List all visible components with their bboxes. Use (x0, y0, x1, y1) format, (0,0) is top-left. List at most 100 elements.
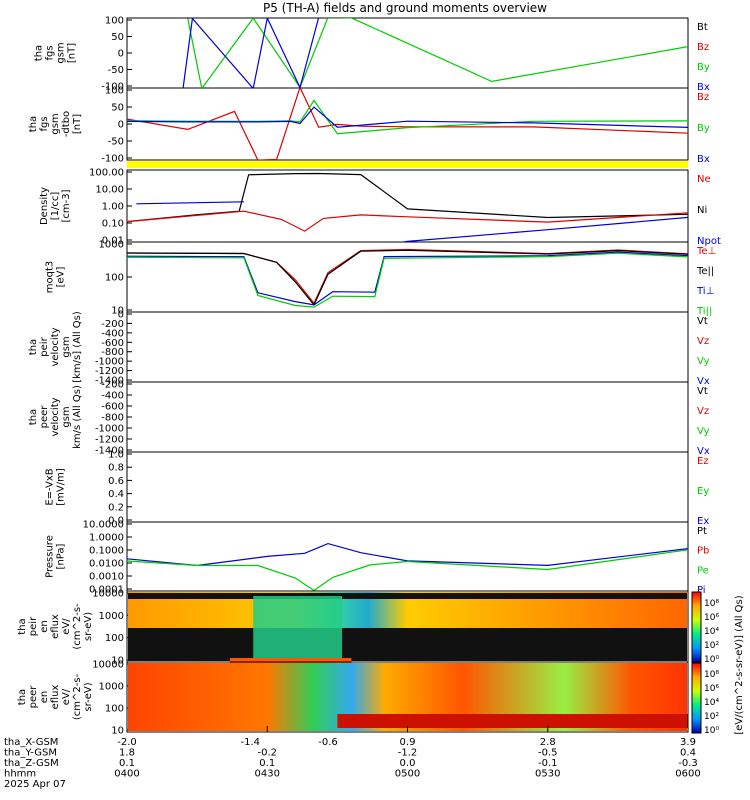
y-tick-label: 100 (105, 273, 124, 284)
y-tick-label: 0.10 (102, 219, 124, 230)
legend-entry: Ez (697, 456, 709, 467)
y-axis-label: eflux (50, 685, 61, 710)
x-row-value: -0.3 (678, 758, 698, 769)
series-group-fgs_gsm_dtbo (127, 88, 688, 160)
x-row-value: 0530 (535, 769, 560, 780)
y-tick-label: -1200 (95, 366, 124, 377)
legend-entry: Npot (697, 236, 721, 247)
y-tick-label: 1.0000 (89, 533, 124, 544)
series-line-ne (127, 210, 688, 232)
y-axis-label: peer (28, 685, 39, 709)
x-row-label: tha_X-GSM (4, 737, 58, 748)
y-tick-label: 100 (105, 16, 124, 27)
legend-entry: Te⊥ (696, 246, 716, 257)
panel-frame (126, 311, 689, 383)
legend-entry: Vy (697, 426, 710, 437)
legend-entry: Ne (697, 174, 711, 185)
series-line-ti (127, 251, 688, 306)
y-axis-label: gsm (50, 113, 61, 134)
colorbar-tick-label: 10⁸ (704, 599, 719, 609)
panel-p6: -200-400-600-800-1000-1200-1400 tha peer ve… (28, 380, 710, 458)
y-axis-label: [cm-3] (61, 189, 72, 222)
legend-entry: Vy (697, 356, 710, 367)
x-axis-annotation: tha_X-GSM -2.0 -1.4 -0.6 0.9 2.8 3.9 tha_Y-GSM 1… (4, 726, 701, 790)
y-axis-label: gsm (61, 406, 72, 427)
x-row-label: tha_Z-GSM (4, 758, 59, 769)
y-tick-label: 100 (105, 633, 124, 644)
y-tick-label: 0 (118, 310, 124, 321)
y-tick-label: -100 (101, 154, 124, 165)
legend-entry: Te|| (696, 266, 714, 277)
y-tick-label: 0.01 (102, 236, 124, 247)
y-axis-label: -dtbo (61, 111, 72, 137)
series-line-bz (127, 88, 688, 160)
spectrogram-plume (253, 596, 343, 661)
y-tick-label: 0.1000 (89, 546, 124, 557)
series-group-temperature (127, 248, 688, 308)
colorbar-tick-label: 10² (704, 712, 719, 722)
y-tick-label: 0 (118, 120, 124, 131)
x-row-value: 1.8 (119, 748, 135, 759)
y-tick-label: 0.4 (108, 489, 124, 500)
y-axis-label: fgs (45, 45, 56, 60)
colorbar-label: [eV/(cm^2-s-sr-eV)] (All Qs) (734, 595, 745, 734)
mode-bar (127, 161, 688, 168)
y-tick-label: -1000 (95, 357, 124, 368)
x-row-value: 0.0 (400, 758, 416, 769)
x-row-value: 0.1 (119, 758, 135, 769)
y-tick-label: 1000 (99, 682, 124, 693)
legend-entry: Pi (697, 585, 706, 596)
y-tick-label: 10.0000 (83, 520, 124, 531)
y-tick-label: 0.6 (108, 476, 124, 487)
y-axis-label: velocity (50, 397, 61, 436)
y-axis-label: tha (28, 409, 39, 425)
series-line-bx (127, 106, 688, 128)
spectrogram-background (128, 628, 687, 661)
legend-entry: Pb (697, 546, 709, 557)
legend-entry: Bx (697, 154, 710, 165)
panel-frame (126, 169, 689, 243)
x-row-value: 0500 (395, 769, 420, 780)
legend-entry: Bz (697, 92, 709, 103)
y-tick-label: -1000 (95, 424, 124, 435)
y-axis-label: eflux (50, 614, 61, 639)
panel-frame (126, 521, 689, 592)
y-axis-label: [eV] (56, 267, 67, 288)
y-tick-label: -1200 (95, 435, 124, 446)
series-line-npot (136, 201, 688, 242)
legend-entry: Vz (697, 406, 709, 417)
series-line-bx (182, 18, 320, 88)
y-tick-label: 0.0100 (89, 559, 124, 570)
y-axis-label: tha (34, 45, 45, 61)
x-row-value: -0.2 (257, 748, 277, 759)
x-row-value: 2.8 (540, 737, 556, 748)
panel-frame (126, 87, 689, 161)
y-axis-label: [nT] (72, 114, 83, 134)
y-axis-label: en (39, 620, 50, 633)
y-axis-label: tha (28, 116, 39, 132)
series-group-density (127, 172, 688, 242)
series-line-by (187, 18, 688, 88)
colorbar-lower (691, 662, 702, 734)
y-tick-label: -50 (108, 65, 124, 76)
legend-entry: Ti⊥ (696, 286, 714, 297)
x-row-label: tha_Y-GSM (4, 748, 57, 759)
colorbar-tick-label: 10² (704, 641, 719, 651)
y-axis-label: en (39, 691, 50, 704)
spectrogram-band (229, 658, 352, 663)
x-row-value: -0.6 (318, 737, 338, 748)
y-axis-label: moqt3 (45, 261, 56, 294)
colorbar-tick-label: 10⁴ (704, 698, 719, 708)
y-axis-label: fgs (39, 116, 50, 131)
panel-p2: 100 50 0 -50 -100 tha fgs gsm -dtbo [nT] Bz By Bx (28, 86, 710, 166)
colorbar-tick-label: 10⁴ (704, 627, 719, 637)
x-row-value: -1.2 (398, 748, 418, 759)
y-axis-label: velocity (50, 327, 61, 366)
panel-p7: 1.0 0.8 0.6 0.4 0.2 0.0 E=-VxB [mV/m] Ez Ey Ex (45, 450, 710, 528)
figure-title: P5 (TH-A) fields and ground moments over… (263, 1, 547, 15)
x-row-value: -0.5 (538, 748, 558, 759)
y-axis-label: Pressure (45, 535, 56, 578)
x-row-value: -0.1 (538, 758, 558, 769)
y-tick-label: 0.8 (108, 463, 124, 474)
series-line-ti (127, 252, 688, 308)
